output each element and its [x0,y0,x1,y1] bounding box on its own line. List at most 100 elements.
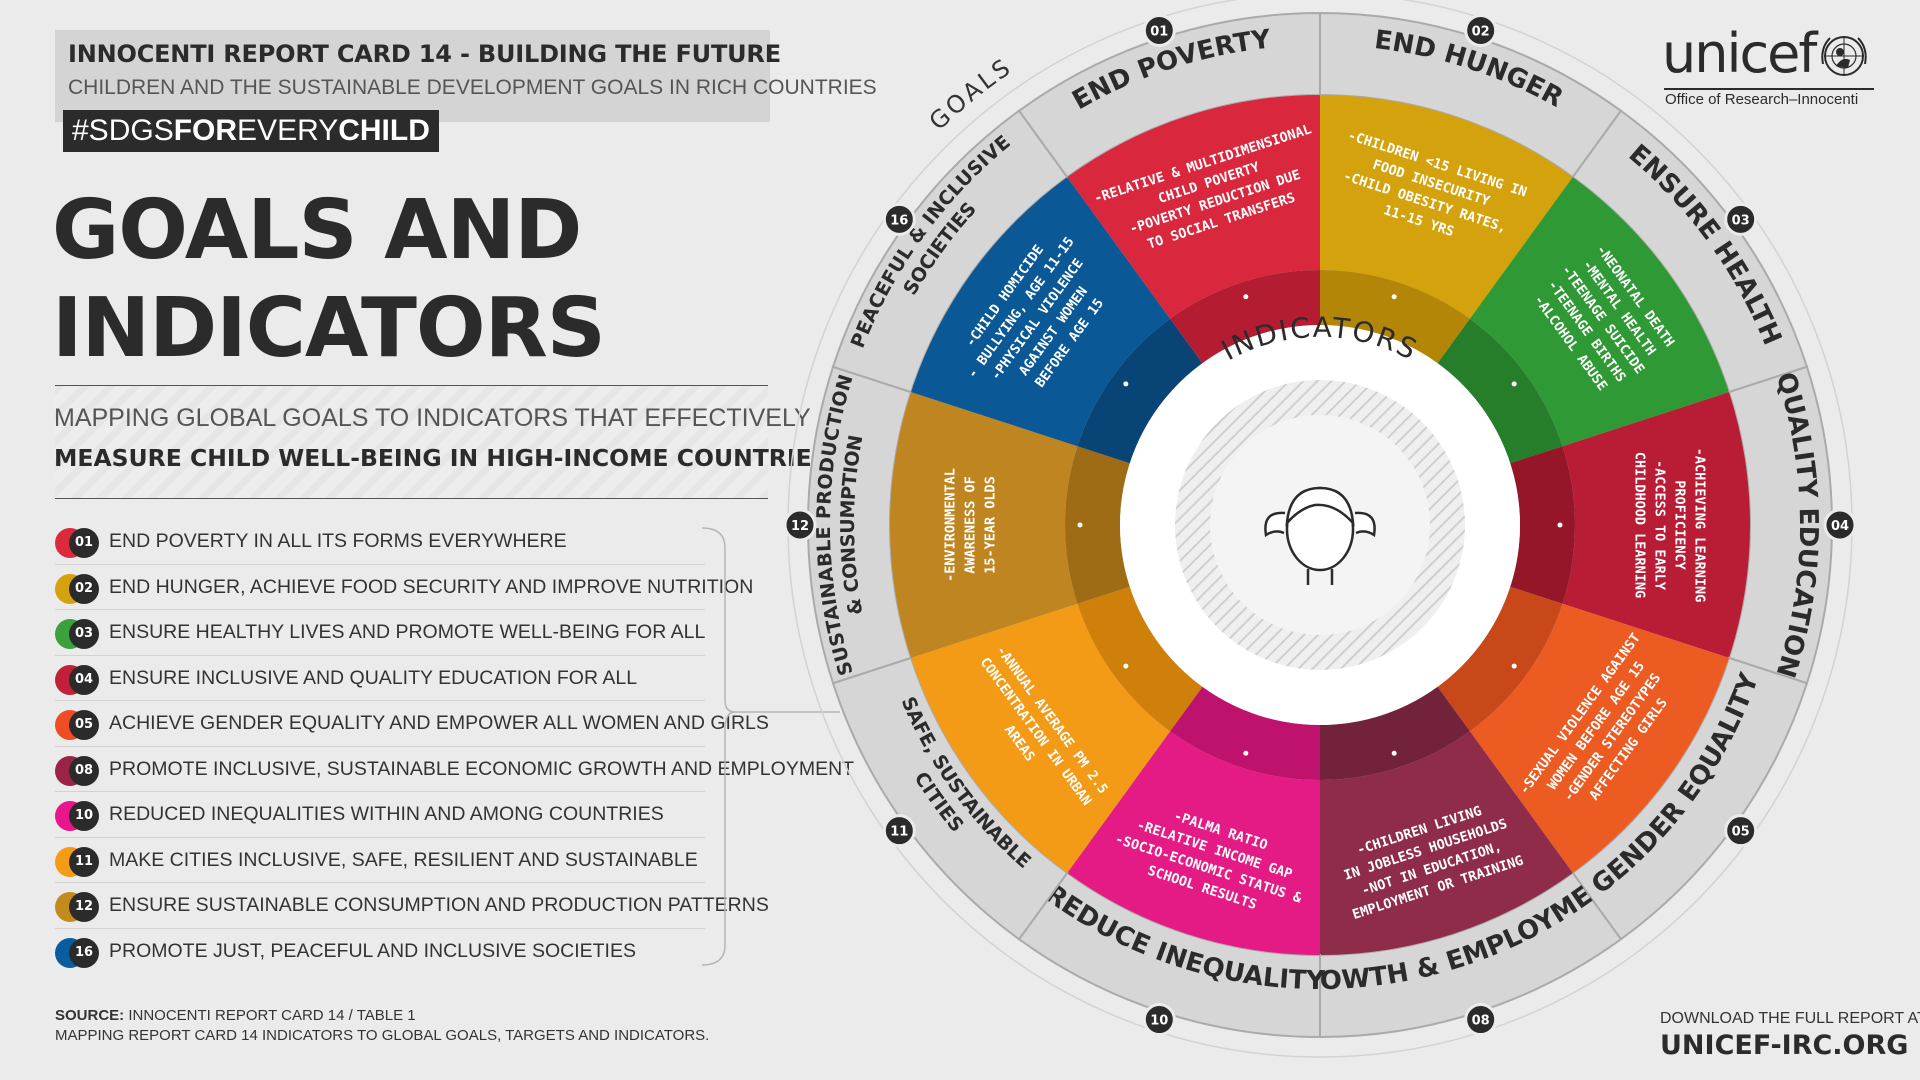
goal-number-badge: 11 [55,846,99,877]
arrow-icon [1077,522,1083,528]
goal-number: 01 [69,528,99,558]
goal-number-label: 08 [1472,1014,1490,1029]
inner-color-band [1437,318,1563,464]
goal-list-item: 16 PROMOTE JUST, PEACEFUL AND INCLUSIVE S… [55,929,705,974]
hashtag-part: FOR [173,114,238,147]
source-label: SOURCE: [55,1007,125,1024]
inner-color-band [1320,686,1470,780]
inner-color-band [1077,586,1203,732]
goal-list-item: 04 ENSURE INCLUSIVE AND QUALITY EDUCATION… [55,656,705,701]
indicator-band [911,603,1171,873]
goal-number: 10 [69,801,99,831]
indicator-band [889,392,1078,658]
goal-list-item: 11 MAKE CITIES INCLUSIVE, SAFE, RESILIENT… [55,838,705,883]
goal-list-item: 02 END HUNGER, ACHIEVE FOOD SECURITY AND … [55,565,753,610]
goal-description: PROMOTE JUST, PEACEFUL AND INCLUSIVE SOC… [109,939,636,962]
indicator-text: PROFICIENCY [1672,480,1688,570]
source-note: SOURCE: INNOCENTI REPORT CARD 14 / TABLE… [55,1006,709,1046]
goal-number-label: 12 [791,519,809,534]
report-subtitle: CHILDREN AND THE SUSTAINABLE DEVELOPMENT… [68,76,877,99]
goal-number-label: 11 [890,825,908,840]
goal-number-badge [882,202,916,236]
goal-number-label: 01 [1150,24,1168,39]
mapping-line-2: MEASURE CHILD WELL-BEING IN HIGH-INCOME … [54,444,829,472]
hashtag: #SDGSFOREVERYCHILD [63,110,439,152]
goal-number-badge: 02 [55,573,99,604]
indicator-text: -ACCESS TO EARLY [1652,460,1668,591]
goal-number: 02 [69,573,99,604]
goal-description: ENSURE INCLUSIVE AND QUALITY EDUCATION F… [109,666,638,689]
indicator-text: 15-YEAR OLDS [983,476,999,574]
indicator-list: -ENVIRONMENTAL AWARENESS OF 15-YEAR OLDS [943,468,999,582]
download-link[interactable]: UNICEF-IRC.ORG [1660,1030,1909,1061]
goal-number-badge: 01 [55,528,99,558]
logo-divider [1664,88,1874,90]
indicator-text: -ENVIRONMENTAL [943,468,959,582]
pigtail-icon [1264,511,1286,538]
inner-color-band [1170,686,1320,781]
unicef-logo-wordmark: unicef [1662,22,1817,85]
mapping-band [55,385,768,499]
report-title-main: INNOCENTI REPORT CARD 14 [68,40,452,68]
arrow-icon [1511,663,1517,669]
goal-list-item: 03 ENSURE HEALTHY LIVES AND PROMOTE WELL-… [55,610,705,656]
goal-number-label: 05 [1732,825,1750,840]
goal-number-badge [1142,13,1176,47]
goal-number-badge: 08 [55,755,99,786]
goal-description: PROMOTE INCLUSIVE, SUSTAINABLE ECONOMIC … [109,757,855,780]
goal-list-item: 10 REDUCED INEQUALITIES WITHIN AND AMONG … [55,792,705,838]
page-title-line: GOALS AND [52,183,582,278]
goal-number: 05 [69,710,99,740]
page-title: GOALS AND INDICATORS [52,182,606,378]
goal-list-item: 12 ENSURE SUSTAINABLE CONSUMPTION AND PRO… [55,883,769,929]
inner-color-band [1510,446,1575,604]
source-text: INNOCENTI REPORT CARD 14 / TABLE 1 [124,1007,416,1024]
hair-icon [1285,486,1355,527]
goal-number-badge: 10 [55,801,99,831]
indicator-band [1320,731,1573,955]
hashtag-part: CHILD [338,114,430,147]
inner-color-band [1065,446,1130,604]
indicator-band [1067,731,1320,955]
goal-number: 11 [69,846,99,877]
goal-number-badge [1464,1003,1498,1037]
goal-number-badge: 05 [55,710,99,740]
download-label: DOWNLOAD THE FULL REPORT AT [1660,1010,1920,1027]
goal-number-badge: 16 [55,937,99,968]
goal-number: 16 [69,937,99,968]
goal-number-label: 16 [890,213,908,228]
arrow-icon [1391,750,1397,756]
goal-number: 03 [69,619,99,649]
goal-description: REDUCED INEQUALITIES WITHIN AND AMONG CO… [109,803,664,825]
goal-number-badge [1823,508,1857,542]
goal-number-badge: 12 [55,892,99,922]
hashtag-part: EVERY [237,114,339,147]
goal-list: 01 END POVERTY IN ALL ITS FORMS EVERYWHER… [55,519,854,974]
goal-number-label: 03 [1732,213,1750,228]
unicef-logo-subtitle: Office of Research–Innocenti [1665,91,1859,108]
indicator-band [1067,95,1320,319]
indicator-band [1562,392,1750,658]
pigtail-icon [1354,511,1376,538]
indicator-band [1469,177,1729,447]
report-title: INNOCENTI REPORT CARD 14 - BUILDING THE … [68,40,781,68]
goal-number-badge [1724,202,1758,236]
arrow-icon [1391,294,1397,300]
goal-number-badge [1464,13,1498,47]
report-title-rest: - BUILDING THE FUTURE [451,40,781,68]
inner-color-band [1170,270,1320,364]
goal-description: END HUNGER, ACHIEVE FOOD SECURITY AND IM… [109,575,754,598]
goal-number-badge [882,814,916,848]
goal-number-badge [1142,1003,1176,1037]
arrow-icon [1123,381,1129,387]
goal-number-badge [783,508,817,542]
goal-list-item: 05 ACHIEVE GENDER EQUALITY AND EMPOWER AL… [55,701,769,747]
